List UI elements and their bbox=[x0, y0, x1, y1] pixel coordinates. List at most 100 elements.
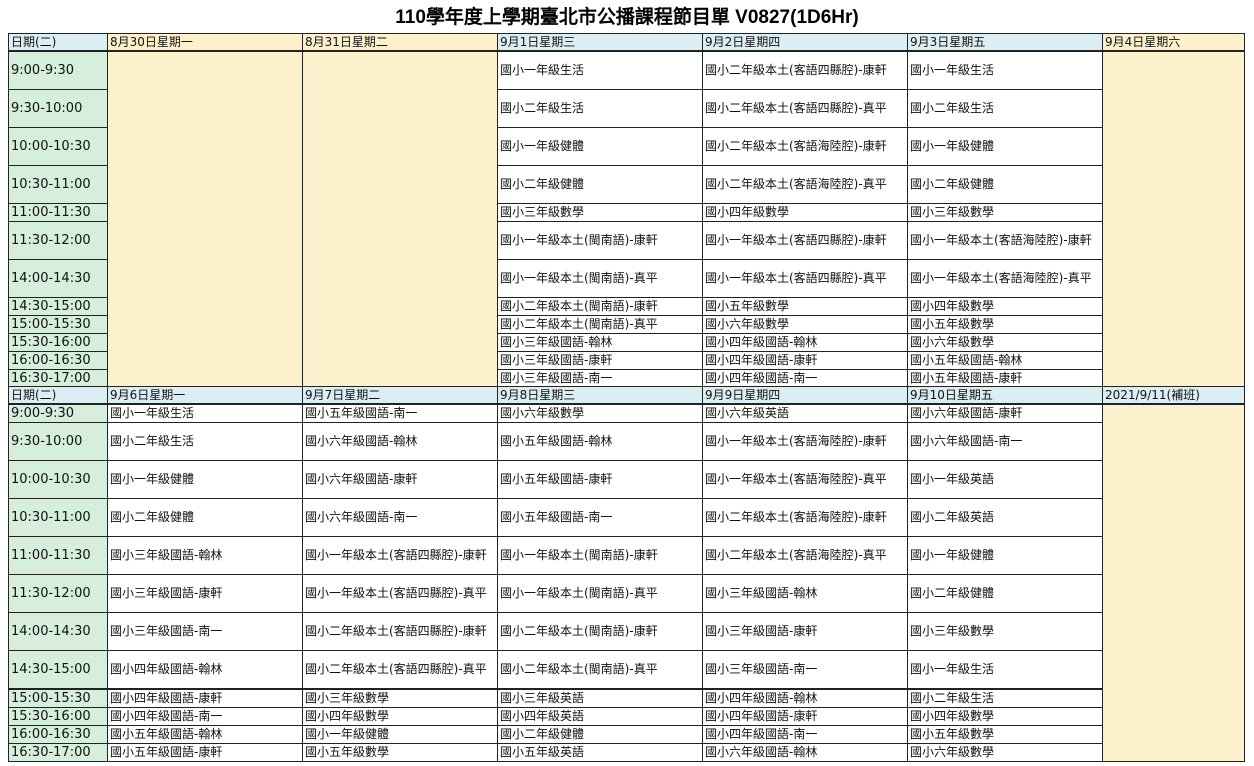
program-cell: 國小四年級國語-康軒 bbox=[107, 687, 303, 708]
program-cell: 國小五年級國語-南一 bbox=[497, 498, 703, 537]
program-cell: 國小五年級國語-康軒 bbox=[907, 368, 1103, 388]
column-header: 9月7日星期二 bbox=[302, 386, 498, 405]
column-header: 2021/9/11(補班) bbox=[1102, 386, 1245, 405]
program-cell: 國小四年級國語-康軒 bbox=[702, 350, 908, 370]
program-cell: 國小三年級國語-康軒 bbox=[497, 350, 703, 370]
time-slot: 15:30-16:00 bbox=[8, 332, 108, 352]
time-slot: 15:00-15:30 bbox=[8, 314, 108, 334]
program-cell: 國小四年級英語 bbox=[497, 706, 703, 726]
no-broadcast-cell bbox=[107, 50, 303, 388]
time-slot: 9:30-10:00 bbox=[8, 422, 108, 461]
time-slot: 10:00-10:30 bbox=[8, 126, 108, 166]
column-header: 日期(二) bbox=[8, 33, 108, 52]
program-cell: 國小三年級國語-南一 bbox=[107, 612, 303, 651]
time-slot: 10:30-11:00 bbox=[8, 498, 108, 537]
column-header: 9月6日星期一 bbox=[107, 386, 303, 405]
time-slot: 14:30-15:00 bbox=[8, 296, 108, 316]
program-cell: 國小五年級國語-翰林 bbox=[497, 422, 703, 461]
time-slot: 11:00-11:30 bbox=[8, 202, 108, 222]
time-slot: 14:00-14:30 bbox=[8, 258, 108, 298]
program-cell: 國小一年級本土(客語海陸腔)-康軒 bbox=[907, 220, 1103, 260]
program-cell: 國小四年級數學 bbox=[702, 202, 908, 222]
program-cell: 國小三年級國語-翰林 bbox=[107, 536, 303, 575]
table-row: 14:30-15:00 國小四年級國語-翰林 國小二年級本土(客語四縣腔)-真平 國小… bbox=[8, 650, 1245, 689]
program-cell: 國小三年級國語-翰林 bbox=[702, 574, 908, 613]
no-broadcast-cell bbox=[1102, 50, 1245, 388]
program-cell: 國小二年級本土(客語海陸腔)-康軒 bbox=[702, 126, 908, 166]
table-row: 15:00-15:30 國小四年級國語-康軒 國小三年級數學 國小三年級英語 國小四年級… bbox=[8, 687, 1245, 708]
table-row: 10:00-10:30 國小一年級健體 國小六年級國語-康軒 國小五年級國語-康軒 國小… bbox=[8, 460, 1245, 499]
column-header: 9月8日星期三 bbox=[497, 386, 703, 405]
program-cell: 國小二年級本土(閩南語)-真平 bbox=[497, 650, 703, 689]
program-cell: 國小三年級國語-南一 bbox=[497, 368, 703, 388]
program-cell: 國小二年級本土(客語海陸腔)-真平 bbox=[702, 164, 908, 204]
program-cell: 國小五年級國語-南一 bbox=[302, 403, 498, 423]
column-header: 9月10日星期五 bbox=[907, 386, 1103, 405]
no-broadcast-cell bbox=[302, 50, 498, 388]
table-row: 9:00-9:30 國小一年級生活 國小五年級國語-南一 國小六年級數學 國小六年級英語… bbox=[8, 403, 1245, 762]
program-cell: 國小五年級數學 bbox=[907, 314, 1103, 334]
program-cell: 國小一年級健體 bbox=[107, 460, 303, 499]
program-cell: 國小六年級國語-康軒 bbox=[907, 403, 1103, 423]
time-slot: 16:30-17:00 bbox=[8, 368, 108, 388]
program-cell: 國小二年級生活 bbox=[907, 88, 1103, 128]
program-cell: 國小四年級國語-翰林 bbox=[702, 332, 908, 352]
program-cell: 國小一年級生活 bbox=[907, 650, 1103, 689]
program-cell: 國小三年級數學 bbox=[302, 687, 498, 708]
program-cell: 國小二年級本土(閩南語)-康軒 bbox=[497, 612, 703, 651]
program-cell: 國小五年級國語-翰林 bbox=[907, 350, 1103, 370]
program-cell: 國小一年級本土(客語海陸腔)-真平 bbox=[907, 258, 1103, 298]
table-row: 11:30-12:00 國小一年級本土(閩南語)-康軒 國小一年級本土(客語四縣腔)… bbox=[8, 220, 1245, 260]
table-row: 16:30-17:00 國小五年級國語-康軒 國小五年級數學 國小五年級英語 國小六年級… bbox=[8, 742, 1245, 762]
column-header: 8月30日星期一 bbox=[107, 33, 303, 52]
program-cell: 國小二年級本土(客語四縣腔)-真平 bbox=[702, 88, 908, 128]
program-cell: 國小二年級本土(閩南語)-真平 bbox=[497, 314, 703, 334]
program-cell: 國小六年級國語-南一 bbox=[302, 498, 498, 537]
column-header: 9月4日星期六 bbox=[1102, 33, 1245, 52]
time-slot: 10:30-11:00 bbox=[8, 164, 108, 204]
time-slot: 9:30-10:00 bbox=[8, 88, 108, 128]
table-row: 16:00-16:30 國小三年級國語-康軒 國小四年級國語-康軒 國小五年級國語-翰… bbox=[8, 350, 1245, 370]
time-slot: 16:00-16:30 bbox=[8, 350, 108, 370]
time-slot: 9:00-9:30 bbox=[8, 50, 108, 90]
table-row: 9:30-10:00 國小二年級生活 國小六年級國語-翰林 國小五年級國語-翰林 國小一… bbox=[8, 422, 1245, 461]
program-cell: 國小一年級生活 bbox=[497, 50, 703, 90]
time-slot: 15:30-16:00 bbox=[8, 706, 108, 726]
program-cell: 國小二年級健體 bbox=[907, 574, 1103, 613]
program-cell: 國小四年級數學 bbox=[907, 296, 1103, 316]
program-cell: 國小二年級健體 bbox=[907, 164, 1103, 204]
table-row: 16:00-16:30 國小五年級國語-翰林 國小一年級健體 國小二年級健體 國小四年級… bbox=[8, 724, 1245, 744]
program-cell: 國小四年級國語-翰林 bbox=[107, 650, 303, 689]
column-header: 9月2日星期四 bbox=[702, 33, 908, 52]
no-broadcast-cell bbox=[1102, 403, 1245, 762]
program-cell: 國小一年級本土(閩南語)-康軒 bbox=[497, 536, 703, 575]
time-slot: 11:30-12:00 bbox=[8, 220, 108, 260]
schedule-week-2: 日期(二) 9月6日星期一 9月7日星期二 9月8日星期三 9月9日星期四 9月10日星期… bbox=[8, 386, 1245, 762]
program-cell: 國小一年級本土(客語海陸腔)-真平 bbox=[702, 460, 908, 499]
program-cell: 國小六年級數學 bbox=[907, 742, 1103, 762]
table-row: 10:30-11:00 國小二年級健體 國小二年級本土(客語海陸腔)-真平 國小二年級… bbox=[8, 164, 1245, 204]
program-cell: 國小四年級國語-康軒 bbox=[702, 706, 908, 726]
table-row: 11:00-11:30 國小三年級國語-翰林 國小一年級本土(客語四縣腔)-康軒 國小… bbox=[8, 536, 1245, 575]
program-cell: 國小一年級本土(閩南語)-真平 bbox=[497, 258, 703, 298]
program-cell: 國小一年級健體 bbox=[907, 126, 1103, 166]
program-cell: 國小三年級數學 bbox=[497, 202, 703, 222]
program-cell: 國小二年級健體 bbox=[497, 724, 703, 744]
table-row: 11:30-12:00 國小三年級國語-康軒 國小一年級本土(客語四縣腔)-真平 國小… bbox=[8, 574, 1245, 613]
program-cell: 國小二年級健體 bbox=[107, 498, 303, 537]
program-cell: 國小二年級本土(客語海陸腔)-真平 bbox=[702, 536, 908, 575]
time-slot: 11:00-11:30 bbox=[8, 536, 108, 575]
program-cell: 國小三年級國語-翰林 bbox=[497, 332, 703, 352]
program-cell: 國小一年級生活 bbox=[107, 403, 303, 423]
program-cell: 國小二年級本土(客語四縣腔)-康軒 bbox=[302, 612, 498, 651]
program-cell: 國小三年級數學 bbox=[907, 612, 1103, 651]
column-header: 9月9日星期四 bbox=[702, 386, 908, 405]
program-cell: 國小一年級生活 bbox=[907, 50, 1103, 90]
program-cell: 國小六年級英語 bbox=[702, 403, 908, 423]
program-cell: 國小四年級國語-翰林 bbox=[702, 687, 908, 708]
program-cell: 國小二年級生活 bbox=[907, 687, 1103, 708]
program-cell: 國小一年級本土(客語海陸腔)-康軒 bbox=[702, 422, 908, 461]
program-cell: 國小五年級國語-康軒 bbox=[497, 460, 703, 499]
program-cell: 國小二年級本土(閩南語)-康軒 bbox=[497, 296, 703, 316]
time-slot: 16:00-16:30 bbox=[8, 724, 108, 744]
